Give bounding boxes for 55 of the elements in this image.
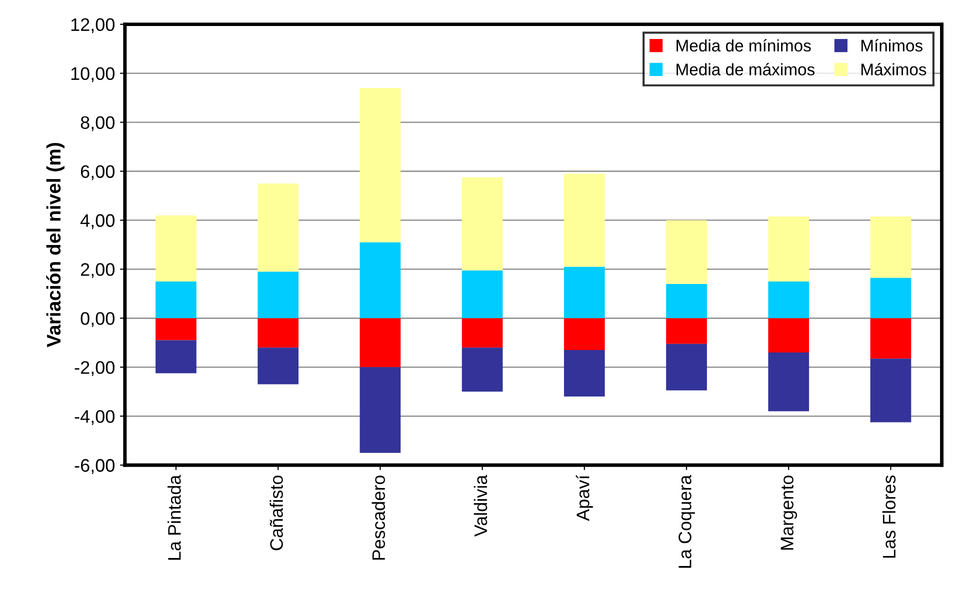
bar <box>156 215 196 282</box>
bar <box>462 318 503 348</box>
x-tick-label: Apaví <box>576 474 593 521</box>
bar <box>768 281 810 318</box>
bar <box>666 284 707 318</box>
y-tick-label: -2,00 <box>74 361 115 376</box>
y-tick-label: 10,00 <box>71 67 115 82</box>
y-tick-label: 0,00 <box>80 312 115 328</box>
bar <box>462 177 503 270</box>
bar <box>870 216 912 278</box>
bar <box>870 318 912 359</box>
bar <box>462 348 503 392</box>
bar <box>768 352 810 412</box>
y-tick-label: 6,00 <box>80 165 115 180</box>
bar <box>768 216 810 282</box>
legend-label: Máximos <box>861 62 926 76</box>
legend-label: Mínimos <box>861 39 922 52</box>
y-tick-label: 2,00 <box>80 263 115 278</box>
bar <box>360 367 401 453</box>
legend-label: Media de mínimos <box>676 39 811 52</box>
bar <box>666 344 707 390</box>
x-tick-label: Pescadero <box>372 476 386 560</box>
bar <box>360 88 401 242</box>
bar <box>564 266 605 318</box>
y-tick-label: 8,00 <box>80 116 115 132</box>
x-tick-label: Cañafisto <box>270 476 283 550</box>
bar <box>870 358 912 422</box>
x-tick-label: Margento <box>780 476 798 550</box>
bar <box>258 272 299 318</box>
bar <box>258 184 299 272</box>
bar <box>156 281 196 318</box>
bar <box>156 340 196 374</box>
bar <box>564 174 605 267</box>
y-tick-label: 12,00 <box>71 18 115 34</box>
legend-label: Media de máximos <box>676 62 815 76</box>
x-tick-label: La Pintada <box>168 474 181 560</box>
y-tick-label: -4,00 <box>74 410 115 425</box>
bar <box>360 318 401 368</box>
x-tick-label: La Coquera <box>678 474 695 568</box>
bar <box>462 270 503 318</box>
y-axis-title: Variación del nivel (m) <box>46 143 64 348</box>
bar <box>666 318 707 344</box>
bar <box>258 348 299 384</box>
bar <box>258 318 299 348</box>
bar <box>564 350 605 397</box>
y-tick-label: 4,00 <box>80 214 115 230</box>
x-tick-label: Las Flores <box>882 475 896 558</box>
bar <box>870 278 912 318</box>
bar <box>666 220 707 284</box>
bar <box>564 318 605 350</box>
y-tick-label: -6,00 <box>74 459 115 474</box>
x-tick-label: Valdivia <box>474 474 488 537</box>
bar <box>768 318 810 352</box>
bar <box>156 318 196 340</box>
bar <box>360 242 401 318</box>
